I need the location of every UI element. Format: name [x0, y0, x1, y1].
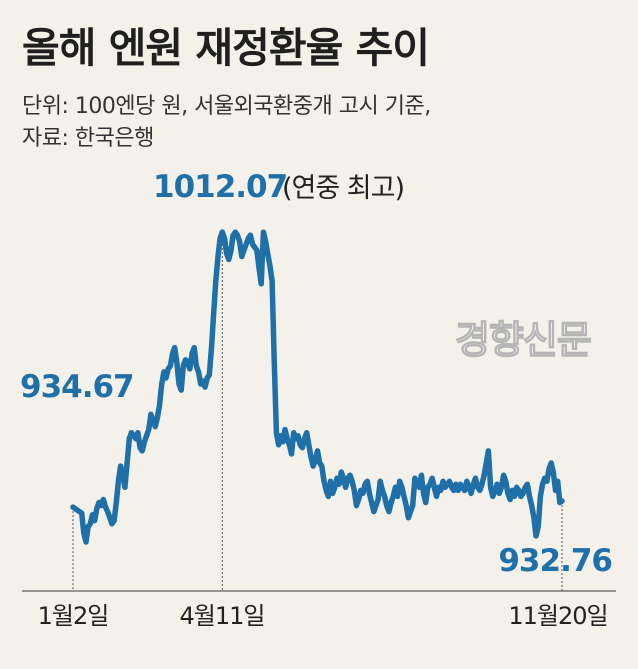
value-label-peak-note: (연중 최고) [282, 173, 404, 204]
value-label-start: 934.67 [20, 369, 134, 405]
x-tick-label: 1월2일 [38, 602, 109, 630]
chart-subtitle-unit: 단위: 100엔당 원, 서울외국환중개 고시 기준, [22, 94, 431, 119]
chart-subtitle-source: 자료: 한국은행 [22, 126, 154, 151]
watermark-logo: 경향신문 [454, 317, 592, 362]
x-tick-label: 11월20일 [508, 602, 607, 630]
series-line [70, 229, 565, 545]
value-label-end: 932.76 [498, 543, 612, 579]
chart-title: 올해 엔원 재정환율 추이 [22, 24, 430, 72]
x-tick-label: 4월11일 [180, 602, 265, 630]
value-label-peak: 1012.07 [153, 169, 287, 205]
